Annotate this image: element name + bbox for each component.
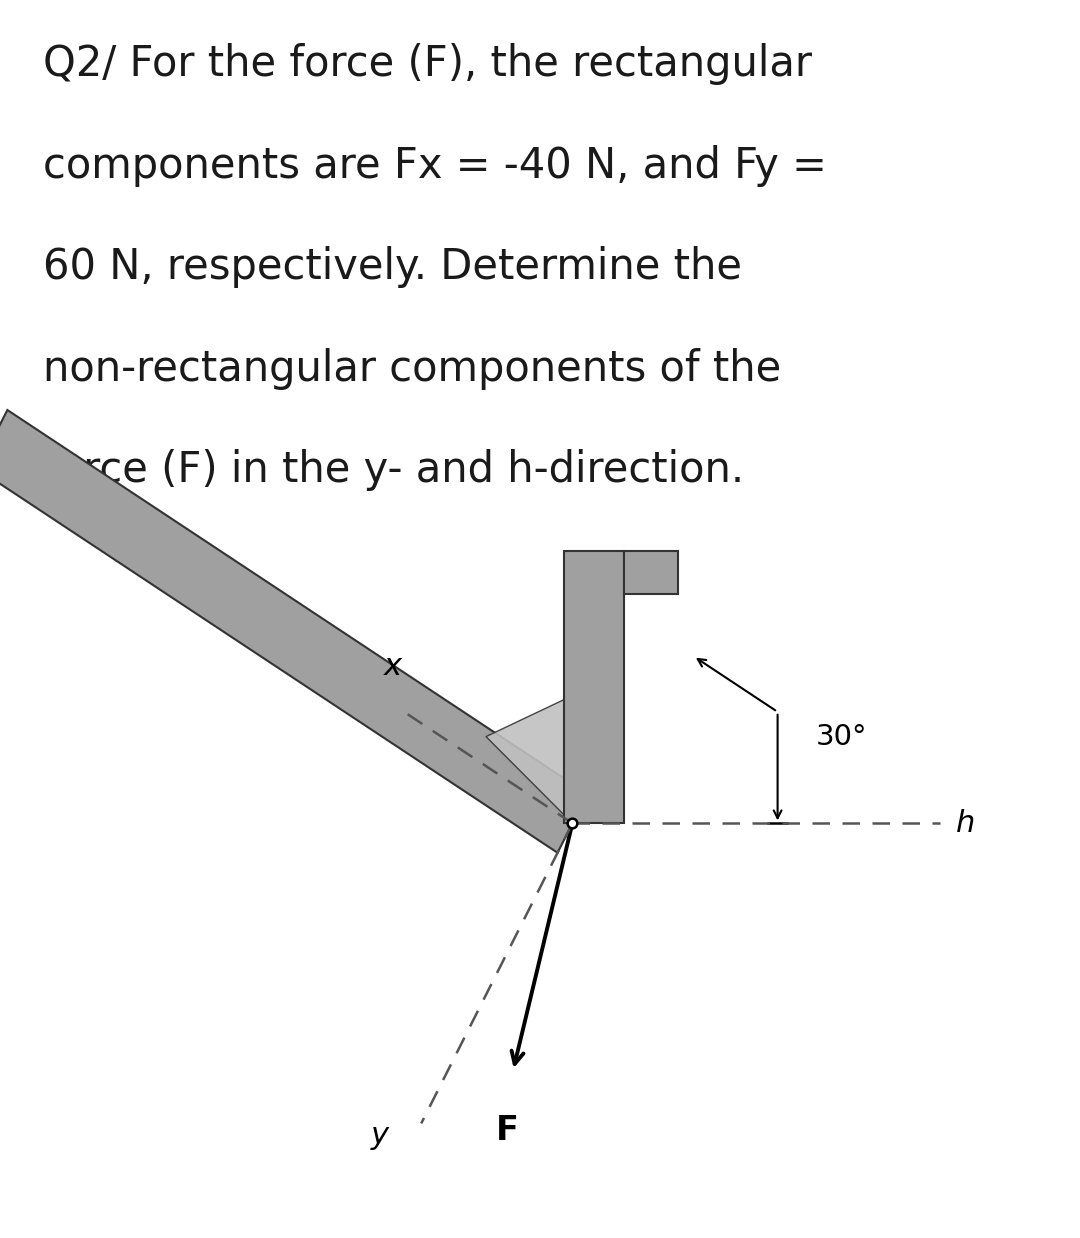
Text: 30°: 30° [815,723,867,750]
Polygon shape [624,551,678,594]
Polygon shape [486,699,572,823]
Text: h: h [956,808,975,838]
Text: Q2/ For the force (F), the rectangular: Q2/ For the force (F), the rectangular [43,43,812,85]
Polygon shape [565,551,624,823]
Text: x: x [384,652,402,681]
Text: y: y [370,1122,389,1150]
Text: components are Fx = -40 N, and Fy =: components are Fx = -40 N, and Fy = [43,145,827,187]
Text: 60 N, respectively. Determine the: 60 N, respectively. Determine the [43,246,742,288]
Text: force (F) in the y- and h-direction.: force (F) in the y- and h-direction. [43,449,744,491]
Text: non-rectangular components of the: non-rectangular components of the [43,348,782,390]
Polygon shape [0,410,588,853]
Text: F: F [496,1114,519,1148]
